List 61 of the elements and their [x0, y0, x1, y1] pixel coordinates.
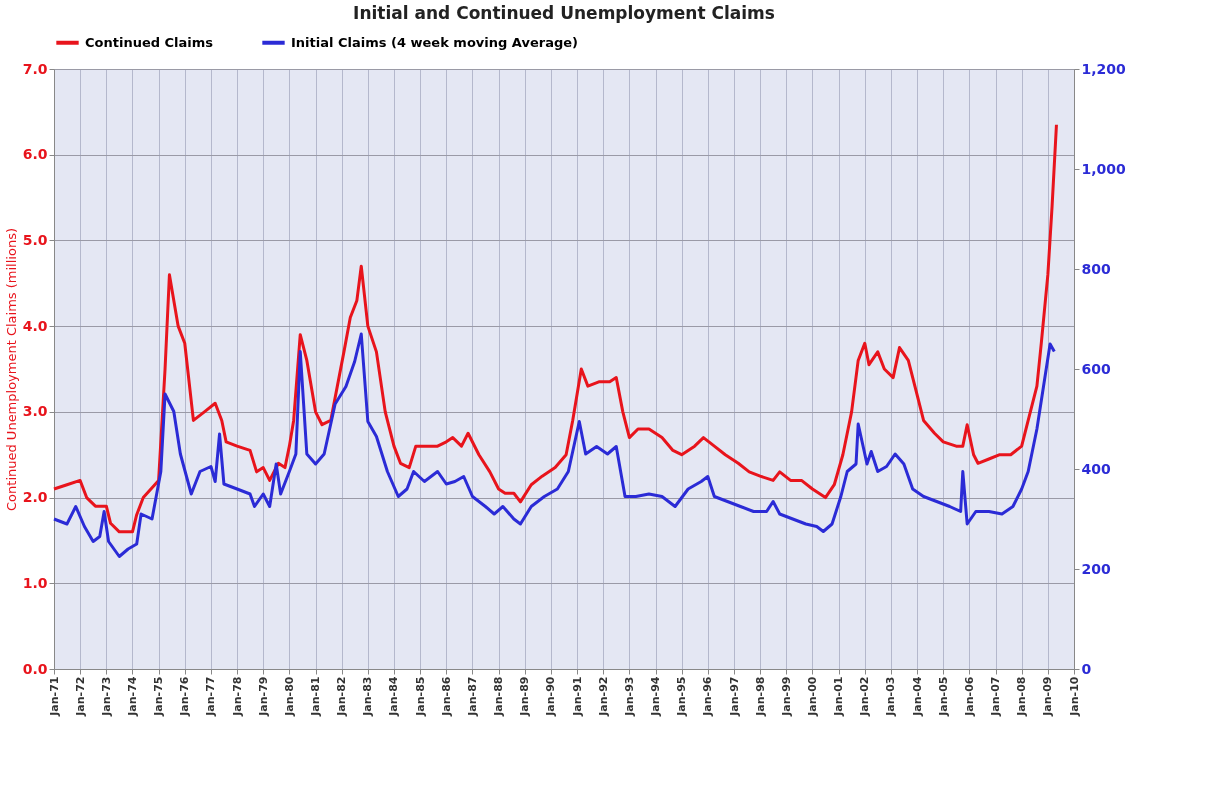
x-tick-label: Jan-00	[805, 676, 819, 717]
x-tick-label: Jan-94	[649, 676, 663, 717]
y-tick-label: 6.0	[22, 146, 48, 163]
y-axis-title: Continued Unemployment Claims (millions)	[3, 228, 19, 511]
x-tick-label: Jan-91	[570, 676, 584, 717]
x-tick-label: Jan-93	[622, 676, 636, 717]
y-tick-label: 3.0	[22, 403, 48, 420]
y2-tick-label: 1,200	[1081, 60, 1127, 77]
y-tick-label: 0.0	[22, 660, 48, 677]
x-tick-label: Jan-74	[125, 676, 139, 717]
line-series	[52, 123, 1058, 534]
x-tick-label: Jan-99	[779, 676, 793, 717]
x-tick-label: Jan-82	[335, 676, 349, 717]
x-tick-label: Jan-96	[701, 676, 715, 717]
x-tick-label: Jan-83	[361, 676, 375, 717]
x-tick-label: Jan-01	[832, 676, 846, 717]
x-tick-label: Jan-84	[387, 676, 401, 717]
y-tick-label: 2.0	[22, 489, 48, 506]
y-tick-label: 1.0	[22, 574, 48, 591]
x-tick-label: Jan-98	[753, 676, 767, 717]
x-tick-label: Jan-89	[518, 676, 532, 717]
x-tick-label: Jan-73	[99, 676, 113, 717]
x-tick-label: Jan-79	[256, 676, 270, 717]
y2-tick-label: 400	[1081, 460, 1111, 477]
x-tick-label: Jan-86	[439, 676, 453, 717]
legend-label: Continued Claims	[85, 34, 214, 50]
x-tick-label: Jan-90	[544, 676, 558, 717]
x-tick-label: Jan-81	[309, 676, 323, 717]
x-tick-label: Jan-87	[465, 676, 479, 717]
x-tick-label: Jan-78	[230, 676, 244, 717]
y2-tick-label: 0	[1081, 660, 1092, 677]
x-tick-label: Jan-04	[910, 676, 924, 717]
y2-tick-label: 200	[1081, 560, 1111, 577]
x-tick-label: Jan-88	[492, 676, 506, 717]
y2-tick-label: 800	[1081, 260, 1111, 277]
x-tick-label: Jan-97	[727, 676, 741, 717]
line-series	[52, 332, 1056, 558]
y2-tick-label: 1,000	[1081, 160, 1127, 177]
x-tick-label: Jan-02	[858, 676, 872, 717]
legend-label: Initial Claims (4 week moving Average)	[291, 34, 578, 50]
x-tick-label: Jan-03	[884, 676, 898, 717]
x-tick-label: Jan-10	[1067, 676, 1081, 717]
x-tick-label: Jan-05	[936, 676, 950, 717]
x-tick-label: Jan-07	[989, 676, 1003, 717]
chart-title: Initial and Continued Unemployment Claims	[353, 3, 775, 23]
x-tick-label: Jan-08	[1015, 676, 1029, 717]
x-tick-label: Jan-72	[73, 676, 87, 717]
x-tick-label: Jan-80	[282, 676, 296, 717]
y-tick-label: 5.0	[22, 231, 48, 248]
x-tick-label: Jan-85	[413, 676, 427, 717]
y-tick-label: 4.0	[22, 317, 48, 334]
x-tick-label: Jan-95	[675, 676, 689, 717]
x-tick-label: Jan-09	[1041, 676, 1055, 717]
y-tick-label: 7.0	[22, 60, 48, 77]
y2-tick-label: 600	[1081, 360, 1111, 377]
x-tick-label: Jan-77	[204, 676, 218, 717]
x-tick-label: Jan-75	[152, 676, 166, 717]
x-tick-label: Jan-06	[962, 676, 976, 717]
x-tick-label: Jan-71	[47, 676, 61, 717]
x-tick-label: Jan-76	[178, 676, 192, 717]
x-tick-label: Jan-92	[596, 676, 610, 717]
